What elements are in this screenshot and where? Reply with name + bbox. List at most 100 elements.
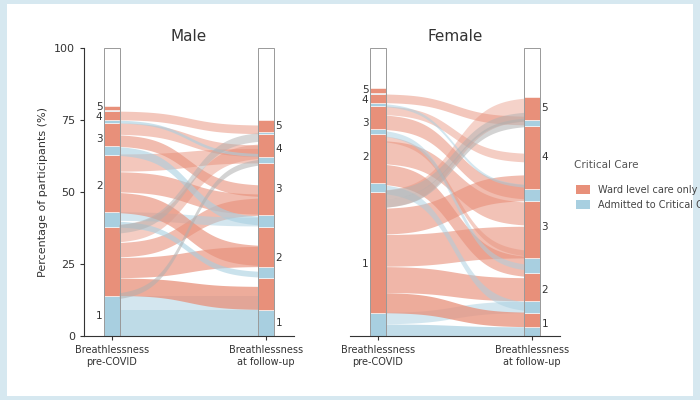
Legend: Ward level care only, Admitted to Critical Care: Ward level care only, Admitted to Critic… <box>572 181 700 214</box>
Bar <box>104 106 120 110</box>
Bar <box>370 313 386 336</box>
Polygon shape <box>386 175 524 234</box>
Bar <box>104 120 120 123</box>
Polygon shape <box>120 123 258 157</box>
Polygon shape <box>386 324 524 336</box>
Polygon shape <box>386 302 524 324</box>
Bar <box>524 97 540 120</box>
Text: 4: 4 <box>542 152 548 162</box>
Bar <box>524 273 540 302</box>
Polygon shape <box>386 94 524 125</box>
Text: 2: 2 <box>542 285 548 295</box>
Bar <box>370 129 386 134</box>
Polygon shape <box>386 227 524 267</box>
Bar <box>104 111 120 120</box>
Polygon shape <box>386 186 524 311</box>
Text: 3: 3 <box>96 134 102 144</box>
Text: 4: 4 <box>362 95 368 105</box>
Bar <box>370 93 386 94</box>
Text: 1: 1 <box>362 259 368 269</box>
Bar <box>104 226 120 296</box>
Bar <box>104 48 120 336</box>
Bar <box>370 183 386 192</box>
Bar <box>524 48 540 336</box>
Text: 5: 5 <box>276 121 282 131</box>
Text: 5: 5 <box>542 104 548 114</box>
Bar <box>370 48 386 336</box>
Bar <box>258 158 274 163</box>
Polygon shape <box>386 136 524 256</box>
Text: 2: 2 <box>276 253 282 263</box>
Text: 2: 2 <box>96 181 102 191</box>
Polygon shape <box>120 147 258 225</box>
Bar <box>104 110 120 111</box>
Text: 3: 3 <box>276 184 282 194</box>
Text: 1: 1 <box>96 311 102 321</box>
Polygon shape <box>386 113 524 199</box>
Bar <box>370 103 386 106</box>
Text: 5: 5 <box>96 102 102 112</box>
Y-axis label: Percentage of participants (%): Percentage of participants (%) <box>38 107 48 277</box>
Bar <box>104 296 120 336</box>
Text: 1: 1 <box>542 320 548 330</box>
Polygon shape <box>386 267 524 301</box>
Polygon shape <box>120 193 258 266</box>
Polygon shape <box>386 119 524 208</box>
Polygon shape <box>120 212 258 226</box>
Text: 2: 2 <box>362 152 368 162</box>
Title: Female: Female <box>427 29 483 44</box>
Bar <box>104 154 120 212</box>
Bar <box>258 48 274 336</box>
Polygon shape <box>386 104 524 188</box>
Bar <box>258 120 274 132</box>
Polygon shape <box>120 310 258 336</box>
Text: 5: 5 <box>362 85 368 95</box>
Text: Critical Care: Critical Care <box>574 160 638 170</box>
Polygon shape <box>120 278 258 310</box>
Bar <box>258 215 274 226</box>
Bar <box>258 132 274 134</box>
Polygon shape <box>120 247 258 278</box>
Polygon shape <box>386 131 524 270</box>
Bar <box>370 88 386 93</box>
Bar <box>104 146 120 154</box>
Polygon shape <box>120 144 258 242</box>
Title: Male: Male <box>171 29 207 44</box>
Polygon shape <box>120 222 258 278</box>
Bar <box>524 120 540 126</box>
Bar <box>524 258 540 273</box>
Polygon shape <box>386 293 524 327</box>
Bar <box>258 226 274 267</box>
Polygon shape <box>120 112 258 134</box>
Bar <box>258 278 274 310</box>
Text: 4: 4 <box>276 144 282 154</box>
Polygon shape <box>120 135 258 197</box>
Polygon shape <box>120 160 258 299</box>
Bar <box>524 189 540 201</box>
Bar <box>370 192 386 313</box>
Bar <box>524 327 540 336</box>
Bar <box>524 313 540 327</box>
Bar <box>524 302 540 313</box>
Polygon shape <box>120 149 258 172</box>
Polygon shape <box>386 106 524 162</box>
Bar <box>258 310 274 336</box>
Polygon shape <box>386 141 524 226</box>
Polygon shape <box>120 198 258 258</box>
Bar <box>370 106 386 129</box>
Bar <box>258 134 274 158</box>
Polygon shape <box>120 172 258 215</box>
Text: 1: 1 <box>276 318 282 328</box>
Text: 3: 3 <box>542 222 548 232</box>
Text: 4: 4 <box>96 112 102 122</box>
Bar <box>524 201 540 258</box>
Polygon shape <box>120 133 258 234</box>
Bar <box>370 94 386 103</box>
Bar <box>370 134 386 183</box>
Polygon shape <box>386 99 524 208</box>
Bar <box>104 123 120 146</box>
Bar <box>104 212 120 226</box>
Polygon shape <box>386 116 524 199</box>
FancyBboxPatch shape <box>7 4 693 396</box>
Text: 3: 3 <box>362 118 368 128</box>
